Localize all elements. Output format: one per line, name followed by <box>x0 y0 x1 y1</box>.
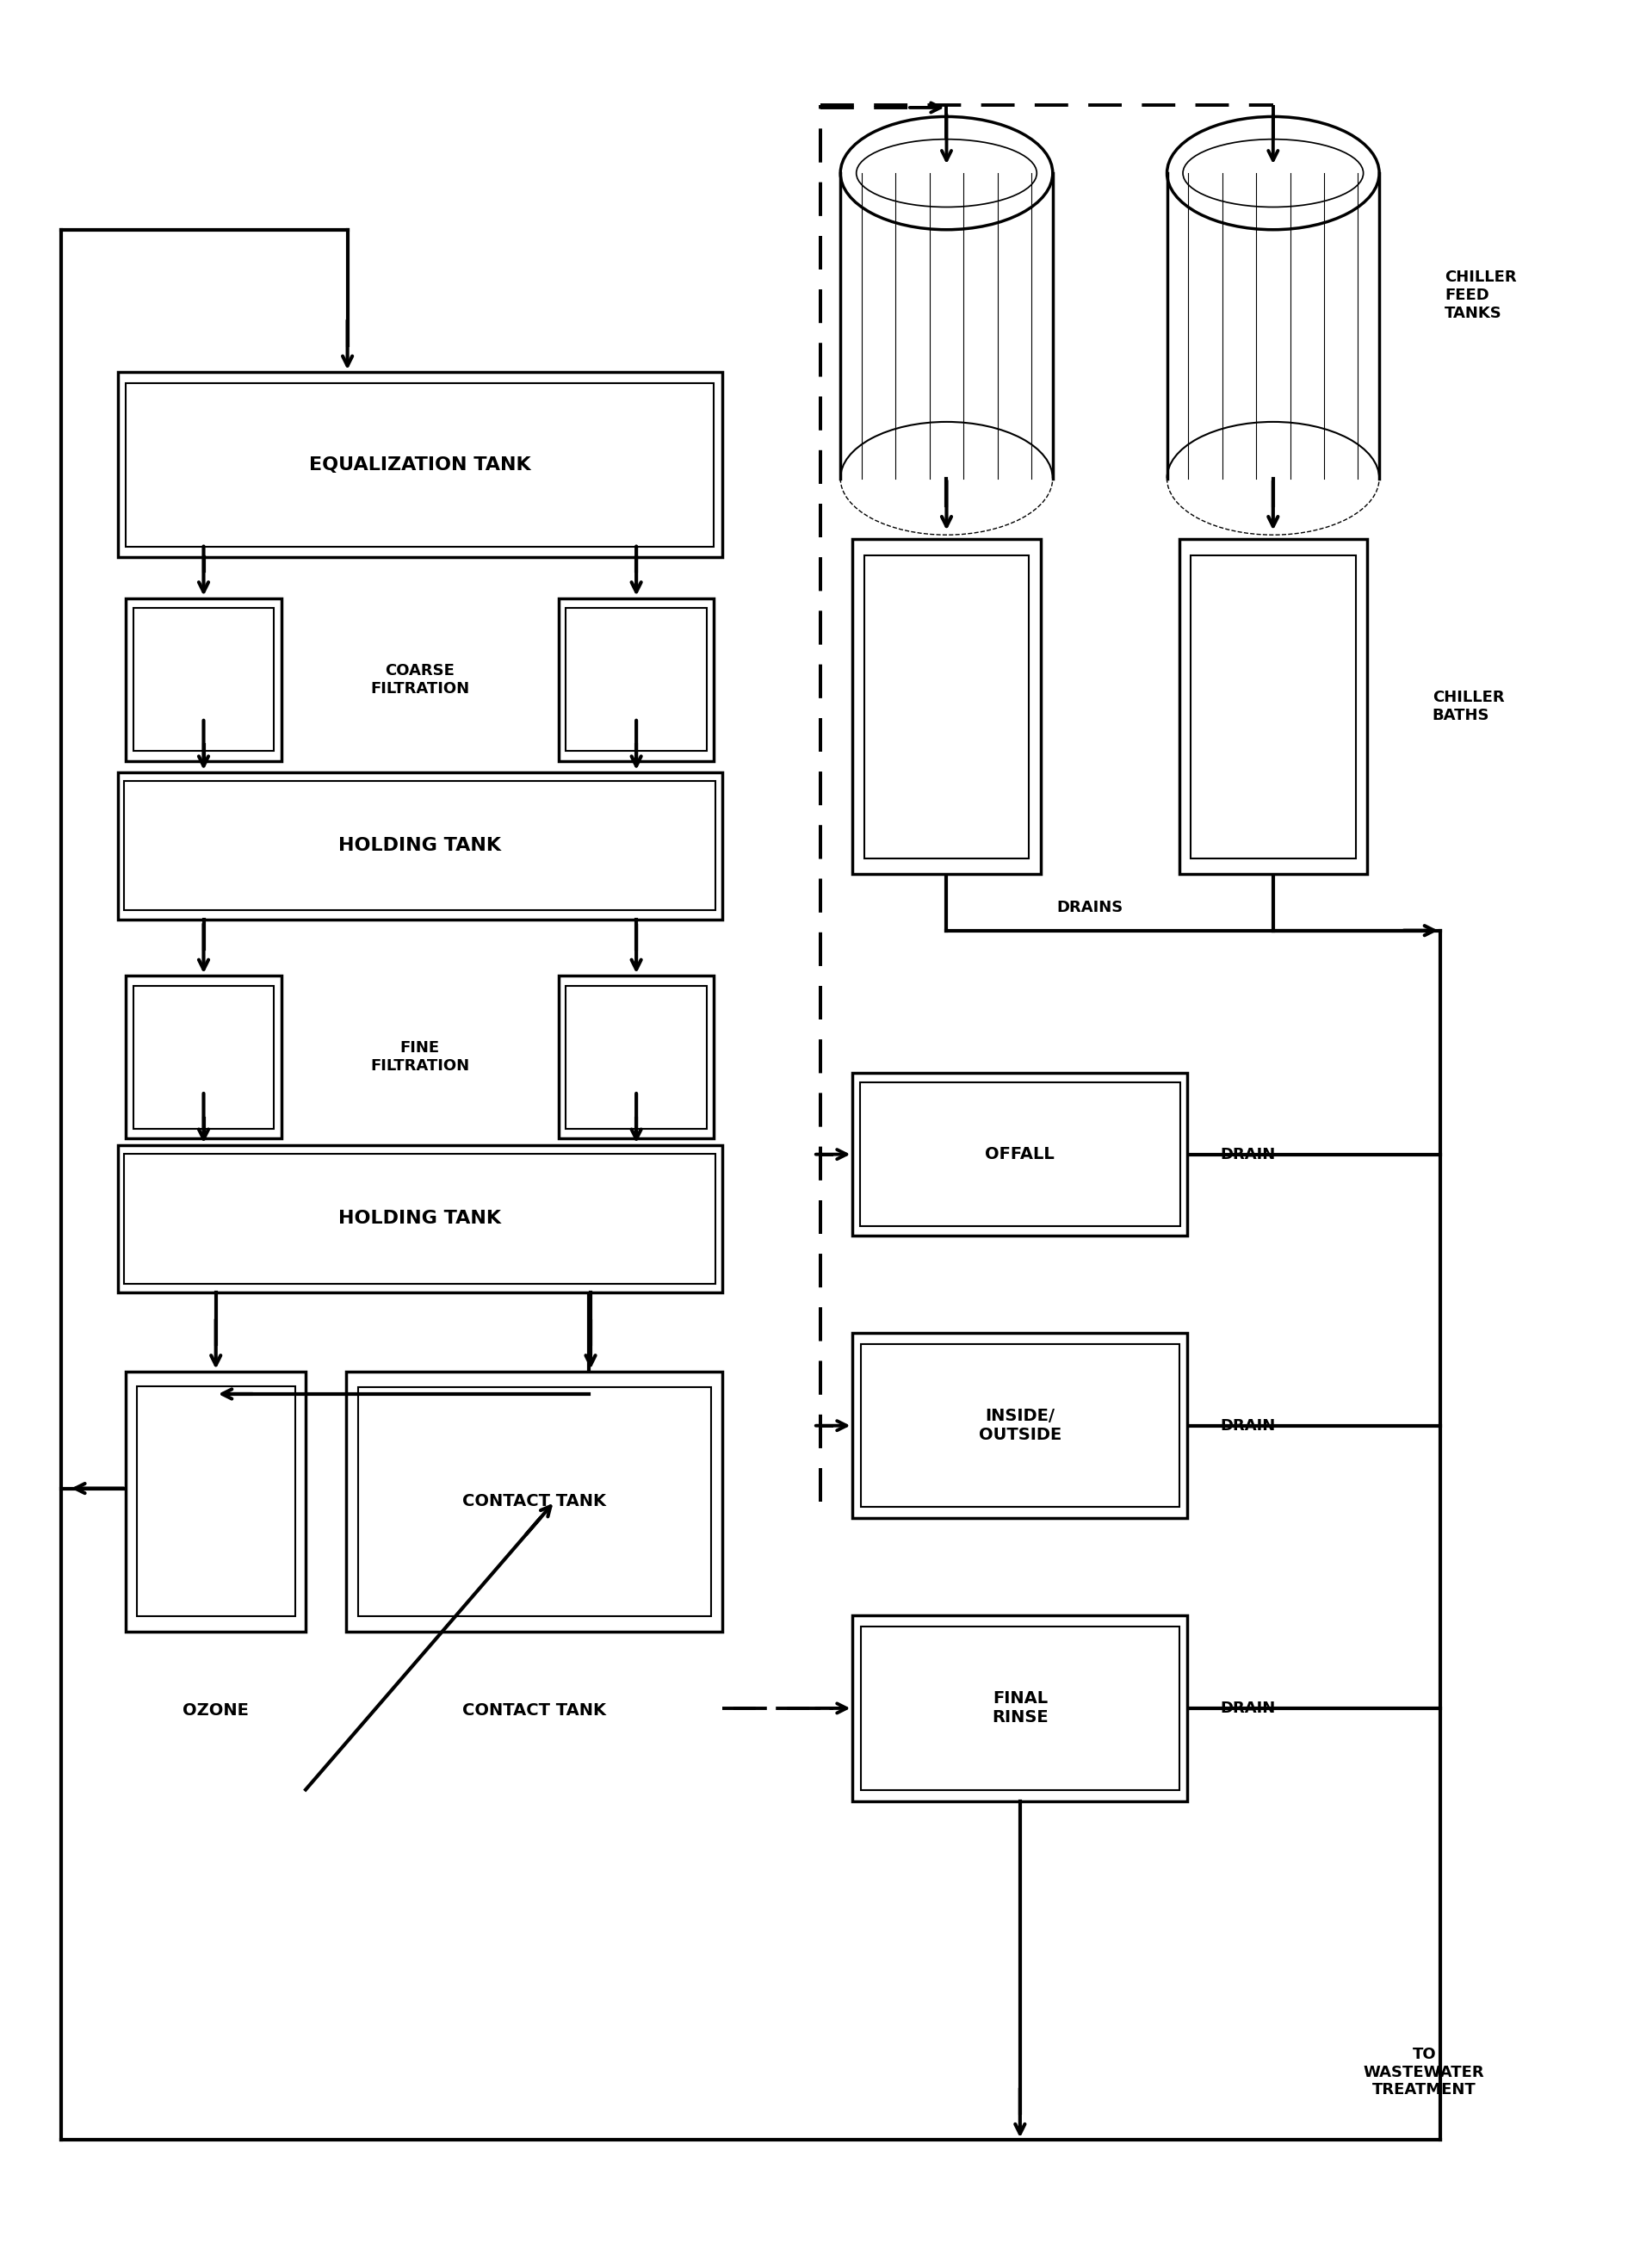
Bar <box>136 1386 295 1617</box>
Bar <box>118 372 722 558</box>
Bar <box>853 1615 1187 1801</box>
Bar <box>853 540 1040 873</box>
Bar <box>118 1145 722 1293</box>
Text: CHILLER
BATHS: CHILLER BATHS <box>1432 689 1504 723</box>
Bar <box>1191 556 1356 857</box>
Bar <box>559 975 713 1139</box>
Bar <box>133 608 274 751</box>
Text: OFFALL: OFFALL <box>986 1145 1055 1163</box>
Text: DRAINS: DRAINS <box>1056 900 1123 916</box>
Text: TO
WASTEWATER
TREATMENT: TO WASTEWATER TREATMENT <box>1363 2046 1484 2098</box>
Text: DRAIN: DRAIN <box>1220 1148 1276 1161</box>
Text: DRAIN: DRAIN <box>1220 1701 1276 1717</box>
Text: FINAL
RINSE: FINAL RINSE <box>992 1690 1048 1726</box>
Bar <box>126 383 713 547</box>
Bar <box>125 780 715 909</box>
Text: COARSE
FILTRATION: COARSE FILTRATION <box>371 662 469 696</box>
Bar <box>853 1073 1187 1236</box>
Text: HOLDING TANK: HOLDING TANK <box>338 1211 502 1227</box>
Bar <box>859 1082 1181 1227</box>
Bar <box>358 1388 710 1615</box>
Text: CHILLER
FEED
TANKS: CHILLER FEED TANKS <box>1445 270 1517 320</box>
Text: OZONE: OZONE <box>182 1703 249 1719</box>
Bar <box>559 599 713 762</box>
Text: INSIDE/
OUTSIDE: INSIDE/ OUTSIDE <box>979 1408 1061 1442</box>
Text: HOLDING TANK: HOLDING TANK <box>338 837 502 855</box>
Bar <box>126 975 280 1139</box>
Text: EQUALIZATION TANK: EQUALIZATION TANK <box>308 456 531 474</box>
Bar <box>126 1372 305 1631</box>
Bar <box>133 987 274 1129</box>
Bar <box>125 1154 715 1284</box>
Bar <box>566 987 707 1129</box>
Bar <box>861 1626 1179 1789</box>
Text: CONTACT TANK: CONTACT TANK <box>462 1703 607 1719</box>
Text: FINE
FILTRATION: FINE FILTRATION <box>371 1041 469 1073</box>
Bar <box>1179 540 1368 873</box>
Bar <box>566 608 707 751</box>
Bar <box>853 1334 1187 1517</box>
Bar <box>864 556 1030 857</box>
Text: CONTACT TANK: CONTACT TANK <box>462 1492 607 1510</box>
Bar <box>861 1345 1179 1508</box>
Text: DRAIN: DRAIN <box>1220 1418 1276 1433</box>
Bar <box>118 773 722 919</box>
Bar <box>126 599 280 762</box>
Bar <box>346 1372 722 1631</box>
